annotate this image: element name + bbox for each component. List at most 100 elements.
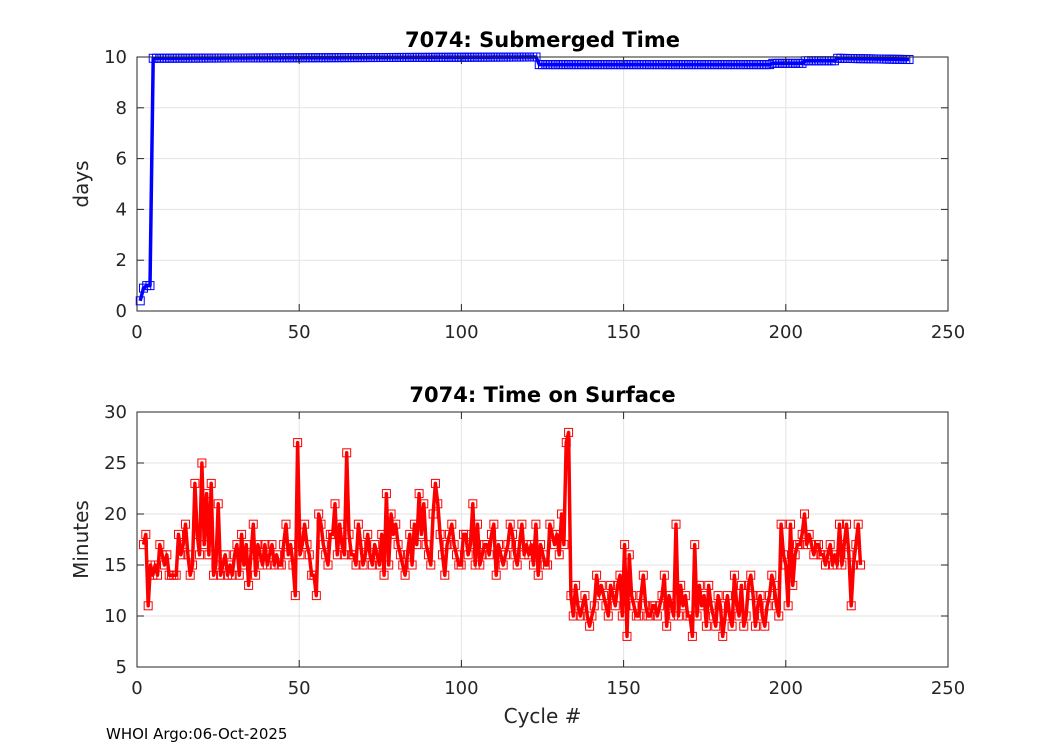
surface-data-point [552,529,562,539]
surface-data-point [487,529,497,539]
surface-data-point [664,591,674,601]
surface-data-point [585,621,595,631]
surface-data-point [138,540,148,550]
surface-data-point [209,570,219,580]
surface-data-point [748,591,758,601]
surface-data-point [692,611,702,621]
surface-data-point [823,550,833,560]
submerged-ytick-label: 10 [104,47,127,68]
surface-data-point [802,540,812,550]
surface-data-point [435,529,445,539]
submerged-time-title: 7074: Submerged Time [405,28,680,52]
surface-data-point [629,601,639,611]
surface-data-point [451,550,461,560]
surface-data-point [575,611,585,621]
surface-data-point [230,550,240,560]
surface-data-point [407,560,417,570]
surface-data-point [627,591,637,601]
surface-ytick-label: 20 [104,504,127,525]
surface-data-point [645,611,655,621]
surface-data-point [760,621,770,631]
submerged-time-axes: 0 50 100 150 200 250 0 2 4 6 8 10 [104,47,965,343]
surface-data-point [708,611,718,621]
surface-data-point [844,550,854,560]
surface-data-point [734,611,744,621]
surface-time-grid [136,411,949,668]
surface-data-point [258,560,268,570]
submerged-xtick-label: 200 [769,322,803,343]
surface-data-point [809,550,819,560]
surface-data-point [720,611,730,621]
surface-data-point [437,550,447,560]
surface-data-point [174,529,184,539]
surface-data-point [297,540,307,550]
surface-data-point [260,540,270,550]
surface-data-point [377,529,387,539]
surface-data-point [503,540,513,550]
surface-data-point [321,550,331,560]
surface-data-point [741,611,751,621]
surface-data-point [771,601,781,611]
surface-data-point [398,560,408,570]
surface-data-point [223,570,233,580]
submerged-ytick-label: 4 [116,199,127,220]
surface-data-point [227,570,237,580]
surface-data-point [736,580,746,590]
surface-data-point [318,540,328,550]
surface-data-point [842,519,852,529]
surface-data-point [414,489,424,499]
surface-data-point [370,540,380,550]
surface-data-point [498,560,508,570]
surface-data-point [680,591,690,601]
surface-data-point [601,601,611,611]
surface-data-point [351,560,361,570]
surface-data-point [727,621,737,631]
surface-data-point [636,591,646,601]
surface-data-point [332,550,342,560]
surface-data-point [592,570,602,580]
surface-data-point [463,550,473,560]
submerged-xtick-label: 150 [606,322,640,343]
surface-data-point [468,499,478,509]
surface-data-point [456,560,466,570]
surface-data-point [216,570,226,580]
surface-data-point [650,601,660,611]
surface-data-point [470,560,480,570]
submerged-xtick-label: 0 [131,322,142,343]
surface-data-point [624,550,634,560]
surface-data-point [367,560,377,570]
surface-data-point [372,550,382,560]
submerged-time-ylabel: days [69,160,93,207]
surface-data-point [554,550,564,560]
surface-data-point [447,519,457,529]
submerged-ytick-label: 2 [116,250,127,271]
surface-data-point [353,519,363,529]
surface-data-point [678,601,688,611]
surface-data-point [839,540,849,550]
surface-data-point [316,519,326,529]
surface-data-point [374,560,384,570]
surface-data-point [494,540,504,550]
surface-data-point [608,591,618,601]
surface-data-point [482,540,492,550]
surface-data-point [409,519,419,529]
surface-data-point [204,550,214,560]
submerged-data-point [904,55,914,65]
surface-time-title: 7074: Time on Surface [409,383,675,407]
surface-data-point [232,540,242,550]
surface-data-point [676,580,686,590]
surface-data-point [491,570,501,580]
surface-xtick-label: 250 [931,678,965,699]
surface-data-point [783,601,793,611]
surface-data-point [634,611,644,621]
surface-data-point [599,591,609,601]
surface-data-point [669,611,679,621]
surface-time-series [138,427,866,641]
surface-data-point [241,540,251,550]
submerged-time-series [135,52,914,306]
surface-data-point [557,509,567,519]
submerged-ytick-label: 6 [116,149,127,170]
surface-data-point [697,601,707,611]
surface-data-point [440,570,450,580]
